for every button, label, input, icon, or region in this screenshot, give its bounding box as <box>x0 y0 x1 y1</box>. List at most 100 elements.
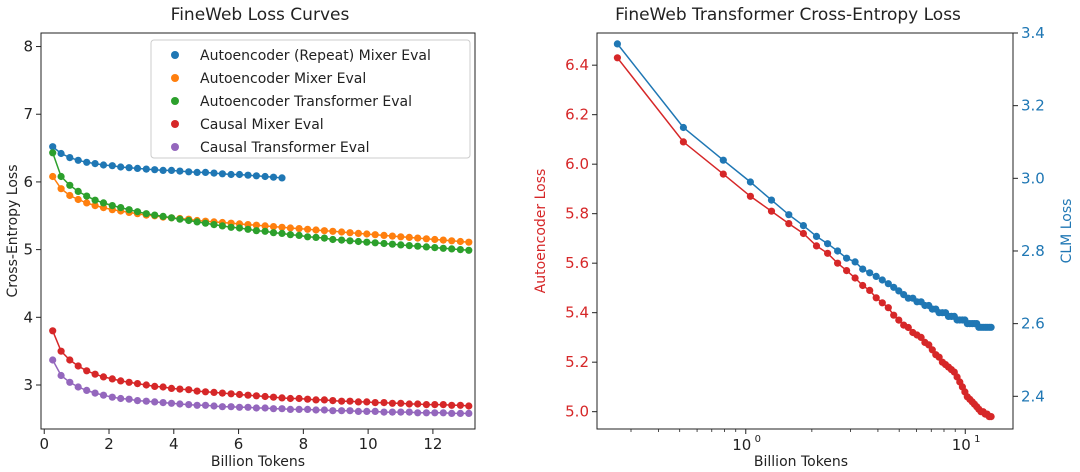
data-point <box>799 229 808 238</box>
data-point <box>49 143 57 151</box>
data-point <box>185 168 193 176</box>
data-point <box>987 413 995 421</box>
y-tick-label: 3 <box>23 376 33 394</box>
data-point <box>304 395 312 403</box>
data-point <box>210 169 218 177</box>
data-point <box>125 378 133 386</box>
data-point <box>210 388 218 396</box>
data-point <box>261 172 269 181</box>
legend-marker <box>171 51 179 59</box>
data-point <box>354 229 362 237</box>
data-point <box>278 223 286 231</box>
data-point <box>261 404 269 412</box>
data-point <box>227 223 235 231</box>
y-tick-label: 7 <box>23 105 33 123</box>
data-point <box>884 280 892 288</box>
data-point <box>448 409 456 417</box>
data-point <box>613 54 622 62</box>
data-point <box>431 244 439 252</box>
x-tick-label: 12 <box>423 435 442 453</box>
data-point <box>851 258 859 266</box>
data-point <box>320 234 328 242</box>
data-point <box>439 409 447 417</box>
data-point <box>269 173 278 181</box>
data-point <box>422 235 430 243</box>
y-left-tick-label: 6.4 <box>565 56 589 74</box>
data-point <box>346 397 354 405</box>
legend-box <box>150 39 471 159</box>
data-point <box>185 216 193 225</box>
data-point <box>380 239 388 248</box>
data-point <box>269 229 278 237</box>
data-point <box>448 245 456 253</box>
data-point <box>49 356 57 364</box>
data-point <box>746 178 755 186</box>
data-point <box>99 391 108 399</box>
data-point <box>346 237 354 245</box>
data-point <box>422 243 430 251</box>
data-point <box>785 211 793 219</box>
data-point <box>304 233 312 241</box>
data-point <box>176 215 184 223</box>
data-point <box>465 238 473 246</box>
series-autoencoder-loss <box>613 54 995 421</box>
left-x-axis: 0 2 4 6 8 10 12 <box>39 429 442 453</box>
data-point <box>218 222 226 230</box>
data-point <box>227 403 235 411</box>
data-point <box>338 236 346 244</box>
data-point <box>397 233 405 241</box>
data-point <box>108 202 116 210</box>
data-point <box>448 237 456 245</box>
data-point <box>210 221 218 229</box>
data-point <box>167 214 176 222</box>
data-point <box>354 407 362 415</box>
data-point <box>388 408 396 416</box>
series-autoencoder-repeat-mixer-eval <box>49 143 286 182</box>
y-left-tick-label: 6.2 <box>565 106 589 124</box>
data-point <box>859 281 867 290</box>
data-point <box>151 382 159 390</box>
data-point <box>244 403 252 411</box>
data-point <box>125 164 133 172</box>
data-point <box>269 223 278 231</box>
data-point <box>108 162 116 170</box>
legend-entry: Autoencoder Mixer Eval <box>200 71 366 87</box>
data-point <box>878 276 886 284</box>
y-left-tick-label: 5.2 <box>565 353 589 371</box>
data-point <box>57 371 65 380</box>
right-right-y-axis: 2.4 2.6 2.8 3.0 3.2 3.4 <box>1013 24 1045 405</box>
data-point <box>286 224 294 232</box>
data-point <box>320 406 328 414</box>
data-point <box>767 207 776 215</box>
data-point <box>884 304 892 312</box>
y-left-tick-label: 6.0 <box>565 155 589 173</box>
data-point <box>66 154 74 162</box>
data-point <box>74 383 82 391</box>
data-point <box>83 367 91 375</box>
data-point <box>338 228 346 236</box>
data-point <box>252 221 260 229</box>
data-point <box>218 389 226 397</box>
data-point <box>414 400 422 408</box>
series-causal-transformer-eval <box>49 356 473 417</box>
data-point <box>142 165 150 173</box>
data-point <box>74 187 82 195</box>
data-point <box>295 394 303 403</box>
data-point <box>66 378 74 386</box>
data-point <box>431 235 439 244</box>
data-point <box>261 222 269 230</box>
data-point <box>312 226 320 234</box>
data-point <box>261 392 269 401</box>
data-point <box>405 400 413 408</box>
data-point <box>422 401 430 409</box>
data-point <box>346 407 354 415</box>
data-point <box>371 407 379 415</box>
data-point <box>785 220 793 228</box>
data-point <box>286 405 294 413</box>
data-point <box>91 370 99 378</box>
data-point <box>235 403 244 411</box>
right-x-axis: 10 0 10 1 <box>630 429 980 454</box>
data-point <box>49 149 57 157</box>
data-point <box>57 347 65 355</box>
legend-marker <box>171 143 179 151</box>
